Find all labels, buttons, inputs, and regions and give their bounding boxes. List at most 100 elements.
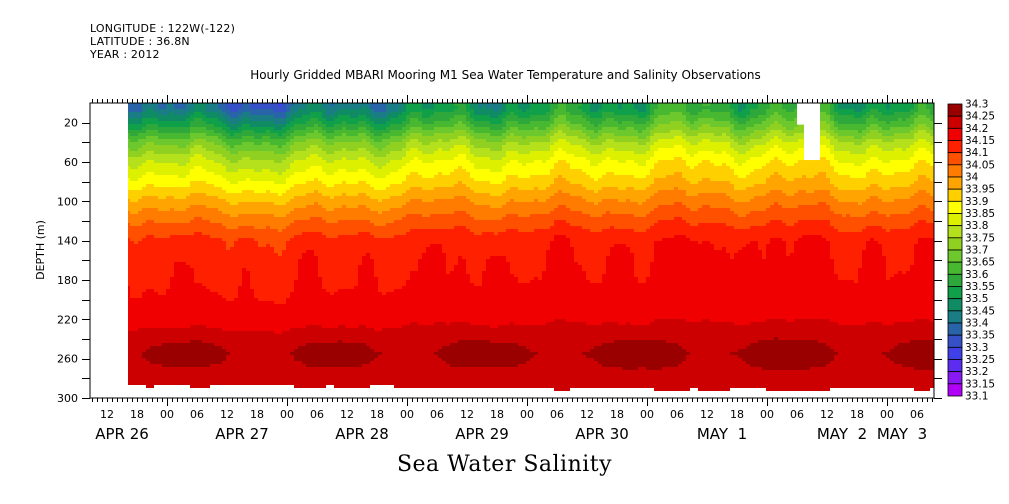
contour-cell: [906, 322, 910, 343]
contour-cell: [902, 187, 906, 199]
contour-cell: [914, 370, 918, 391]
contour-cell: [914, 163, 918, 181]
contour-cell: [742, 178, 746, 190]
x-tick-label: 06: [910, 408, 924, 421]
contour-cell: [654, 340, 658, 370]
contour-cell: [582, 112, 586, 118]
contour-cell: [770, 205, 774, 220]
contour-cell: [246, 271, 250, 331]
contour-cell: [430, 154, 434, 163]
contour-cell: [322, 220, 326, 235]
contour-cell: [486, 340, 490, 367]
contour-cell: [310, 127, 314, 133]
contour-cell: [810, 340, 814, 367]
contour-cell: [298, 109, 302, 118]
contour-cell: [750, 172, 754, 187]
contour-cell: [586, 202, 590, 214]
contour-cell: [890, 361, 894, 388]
contour-cell: [610, 214, 614, 226]
contour-cell: [926, 223, 930, 238]
contour-cell: [130, 331, 134, 385]
contour-cell: [482, 181, 486, 193]
contour-cell: [722, 181, 726, 193]
colorbar-label: 33.75: [965, 232, 995, 244]
contour-cell: [810, 220, 814, 235]
contour-cell: [178, 127, 182, 133]
contour-cell: [882, 325, 886, 352]
contour-cell: [274, 304, 278, 334]
contour-cell: [866, 103, 870, 112]
contour-cell: [198, 145, 202, 154]
contour-cell: [254, 193, 258, 202]
contour-cell: [278, 232, 282, 256]
contour-cell: [218, 295, 222, 328]
contour-cell: [494, 124, 498, 130]
contour-cell: [758, 115, 762, 124]
contour-cell: [750, 367, 754, 388]
contour-cell: [882, 190, 886, 202]
contour-cell: [542, 163, 546, 175]
contour-cell: [234, 112, 238, 118]
contour-cell: [462, 154, 466, 169]
contour-cell: [782, 142, 786, 151]
contour-cell: [214, 292, 218, 328]
contour-cell: [482, 340, 486, 367]
contour-cell: [814, 235, 818, 319]
contour-cell: [806, 220, 810, 235]
contour-cell: [330, 295, 334, 328]
contour-cell: [374, 148, 378, 157]
contour-cell: [514, 367, 518, 388]
contour-cell: [494, 118, 498, 124]
contour-cell: [154, 112, 158, 118]
contour-cell: [286, 151, 290, 157]
contour-cell: [926, 208, 930, 223]
contour-cell: [150, 364, 154, 388]
contour-cell: [454, 103, 458, 106]
contour-cell: [390, 292, 394, 328]
contour-cell: [474, 181, 478, 193]
contour-cell: [826, 124, 830, 133]
contour-cell: [714, 103, 718, 112]
contour-cell: [422, 118, 426, 124]
contour-cell: [318, 127, 322, 133]
contour-cell: [306, 103, 310, 115]
contour-cell: [838, 142, 842, 151]
contour-cell: [926, 238, 930, 319]
contour-cell: [778, 139, 782, 148]
contour-cell: [366, 208, 370, 220]
contour-cell: [362, 103, 366, 106]
contour-cell: [798, 319, 802, 340]
contour-cell: [522, 124, 526, 130]
contour-cell: [694, 241, 698, 322]
contour-cell: [618, 175, 622, 190]
contour-cell: [802, 340, 806, 370]
contour-cell: [834, 160, 838, 172]
contour-cell: [194, 217, 198, 232]
contour-cell: [810, 178, 814, 193]
contour-cell: [918, 139, 922, 148]
contour-cell: [534, 277, 538, 325]
contour-cell: [246, 103, 250, 112]
contour-cell: [894, 139, 898, 148]
contour-cell: [910, 211, 914, 226]
contour-cell: [210, 136, 214, 142]
contour-cell: [742, 361, 746, 388]
contour-cell: [762, 145, 766, 154]
contour-cell: [646, 142, 650, 151]
contour-cell: [342, 157, 346, 169]
contour-cell: [658, 115, 662, 124]
contour-cell: [630, 325, 634, 340]
contour-cell: [318, 157, 322, 166]
contour-cell: [630, 253, 634, 325]
contour-cell: [470, 163, 474, 178]
contour-cell: [622, 370, 626, 388]
contour-cell: [858, 124, 862, 133]
contour-cell: [310, 205, 314, 217]
contour-cell: [454, 211, 458, 226]
contour-cell: [142, 223, 146, 238]
contour-cell: [186, 103, 190, 112]
contour-cell: [538, 121, 542, 130]
contour-cell: [550, 145, 554, 157]
contour-cell: [410, 118, 414, 127]
contour-cell: [454, 109, 458, 115]
